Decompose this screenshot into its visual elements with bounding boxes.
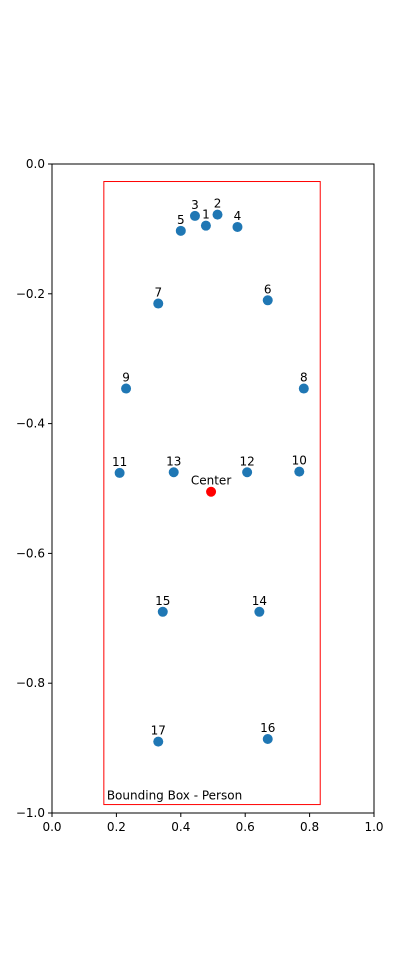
keypoint-label: 9 xyxy=(122,371,130,385)
keypoint-marker xyxy=(242,467,253,478)
x-tick-label: 0.0 xyxy=(42,820,61,834)
x-tick-label: 0.6 xyxy=(236,820,255,834)
keypoint-label: 16 xyxy=(260,721,275,735)
y-tick-label: −0.8 xyxy=(16,676,45,690)
x-tick-label: 0.4 xyxy=(171,820,190,834)
y-tick-label: −0.2 xyxy=(16,287,45,301)
axes: 0.0 0.2 0.4 0.6 0.8 1.0 0.0 −0.2 −0.4 −0.6 −0.8 −1.… xyxy=(16,157,384,834)
keypoint-label: 4 xyxy=(234,209,242,223)
keypoint-marker xyxy=(298,383,309,394)
keypoint-label: 6 xyxy=(264,282,272,296)
keypoint-label: 14 xyxy=(252,594,267,608)
keypoint-marker xyxy=(153,298,164,309)
keypoint-label: 1 xyxy=(202,208,210,222)
keypoint-marker xyxy=(294,466,305,477)
keypoint-marker xyxy=(200,220,211,231)
y-tick-label: −0.4 xyxy=(16,417,45,431)
x-tick-label: 0.2 xyxy=(107,820,126,834)
keypoint-label: 11 xyxy=(112,455,127,469)
y-tick-label: −1.0 xyxy=(16,806,45,820)
x-tick-label: 1.0 xyxy=(364,820,383,834)
bounding-box xyxy=(103,181,321,806)
y-tick-label: 0.0 xyxy=(26,157,45,171)
center-label: Center xyxy=(191,474,231,488)
keypoint-label: 7 xyxy=(154,286,162,300)
keypoint-label: 17 xyxy=(151,724,166,738)
y-tick-label: −0.6 xyxy=(16,546,45,560)
keypoint-label: 3 xyxy=(191,198,199,212)
keypoint-marker xyxy=(157,606,168,617)
keypoint-marker xyxy=(168,467,179,478)
keypoint-label: 8 xyxy=(300,371,308,385)
keypoint-marker xyxy=(254,606,265,617)
x-tick-label: 0.8 xyxy=(300,820,319,834)
keypoint-marker xyxy=(232,221,243,232)
axes-frame xyxy=(51,163,375,814)
keypoint-marker xyxy=(189,210,200,221)
keypoint-label: 13 xyxy=(166,454,181,468)
keypoint-marker xyxy=(153,736,164,747)
keypoint-marker xyxy=(114,467,125,478)
keypoint-marker xyxy=(175,225,186,236)
keypoint-marker xyxy=(262,295,273,306)
bounding-box-label: Bounding Box - Person xyxy=(107,789,242,803)
keypoint-label: 5 xyxy=(177,213,185,227)
center-marker xyxy=(206,486,217,497)
keypoint-marker xyxy=(212,209,223,220)
keypoint-label: 10 xyxy=(292,454,307,468)
keypoint-label: 2 xyxy=(214,197,222,211)
keypoint-label: 12 xyxy=(239,454,254,468)
keypoint-marker xyxy=(121,383,132,394)
keypoint-marker xyxy=(262,734,273,745)
keypoint-label: 15 xyxy=(155,594,170,608)
